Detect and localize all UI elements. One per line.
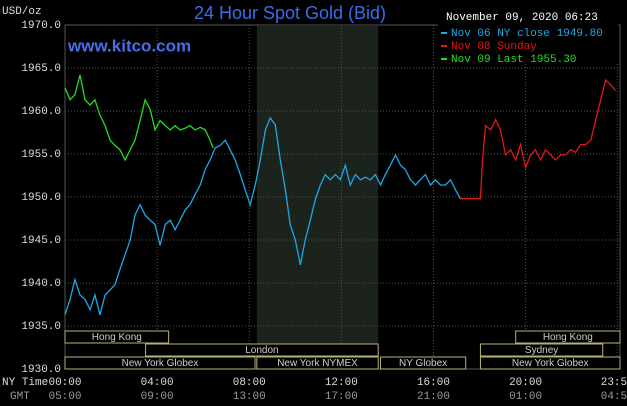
series-line bbox=[460, 78, 617, 200]
legend-label: Nov 06 NY close 1949.80 bbox=[451, 28, 603, 40]
gmt-tick-label: 17:00 bbox=[325, 391, 358, 403]
y-tick-label: 1940.0 bbox=[21, 278, 61, 290]
gmt-tick-label: 01:00 bbox=[509, 391, 542, 403]
watermark: www.kitco.com bbox=[67, 36, 191, 55]
session-box bbox=[515, 330, 621, 344]
session-label: Hong Kong bbox=[92, 332, 142, 343]
session-box bbox=[64, 356, 256, 370]
session-label: Sydney bbox=[525, 345, 558, 356]
gmt-tick-label: 21:00 bbox=[417, 391, 450, 403]
y-tick-label: 1950.0 bbox=[21, 192, 61, 204]
y-axis-label: USD/oz bbox=[2, 6, 42, 18]
y-tick-label: 1970.0 bbox=[21, 20, 61, 32]
x-tick-label: 20:00 bbox=[509, 377, 542, 389]
session-label: NY Globex bbox=[399, 358, 447, 369]
y-tick-label: 1955.0 bbox=[21, 149, 61, 161]
timestamp: November 09, 2020 06:23 bbox=[446, 12, 598, 24]
legend-label: Nov 09 Last 1955.30 bbox=[451, 54, 576, 66]
y-tick-label: 1935.0 bbox=[21, 321, 61, 333]
plot bbox=[64, 24, 621, 370]
gmt-tick-label: 05:00 bbox=[48, 391, 81, 403]
x-tick-label: 16:00 bbox=[417, 377, 450, 389]
y-tick-label: 1960.0 bbox=[21, 106, 61, 118]
x-tick-label: 08:00 bbox=[233, 377, 266, 389]
series-line bbox=[64, 74, 214, 162]
series-line bbox=[64, 116, 461, 316]
x-tick-label: 12:00 bbox=[325, 377, 358, 389]
gmt-tick-label: 09:00 bbox=[141, 391, 174, 403]
session-label: New York Globex bbox=[122, 358, 199, 369]
session-box bbox=[256, 356, 379, 370]
session-box bbox=[479, 356, 621, 370]
y-tick-label: 1930.0 bbox=[21, 364, 61, 376]
session-box bbox=[145, 343, 379, 357]
x-tick-label: 23:59 bbox=[601, 377, 627, 389]
legend-box bbox=[438, 24, 618, 64]
session-box bbox=[379, 356, 467, 370]
session-box bbox=[64, 330, 170, 344]
legend-label: Nov 08 Sunday bbox=[451, 41, 537, 53]
gmt-tick-label: 13:00 bbox=[233, 391, 266, 403]
session-label: London bbox=[245, 345, 278, 356]
x-tick-label: 04:00 bbox=[141, 377, 174, 389]
session-label: New York Globex bbox=[512, 358, 589, 369]
x-tick-label: 00:00 bbox=[48, 377, 81, 389]
x2-axis-label: GMT bbox=[10, 391, 30, 403]
y-tick-label: 1965.0 bbox=[21, 63, 61, 75]
session-box bbox=[479, 343, 604, 357]
session-label: New York NYMEX bbox=[277, 358, 358, 369]
session-label: Hong Kong bbox=[543, 332, 593, 343]
x-axis-label: NY Time bbox=[2, 377, 48, 389]
chart-title: 24 Hour Spot Gold (Bid) bbox=[194, 3, 386, 23]
gmt-tick-label: 04:59 bbox=[601, 391, 627, 403]
y-tick-label: 1945.0 bbox=[21, 235, 61, 247]
